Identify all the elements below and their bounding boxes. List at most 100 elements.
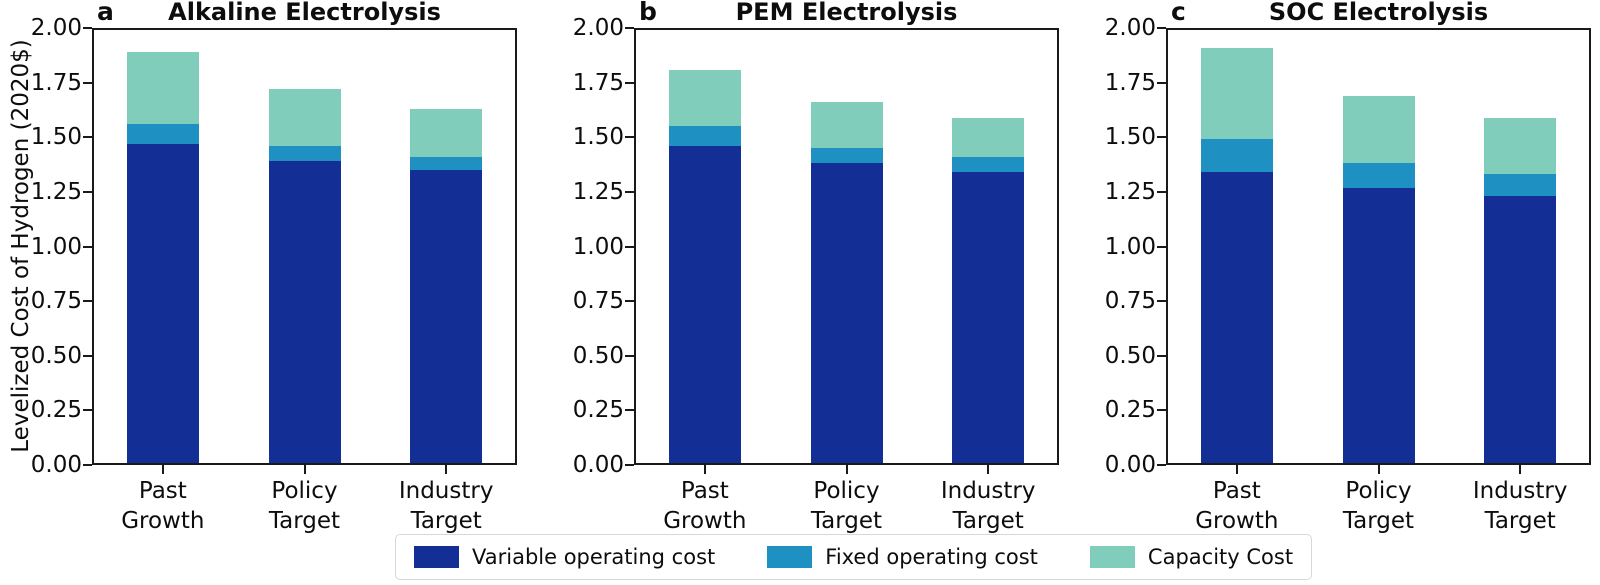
y-tick-label: 1.00 [1104, 233, 1156, 260]
bar-segment-capacity [810, 102, 883, 149]
legend-swatch-fixed [767, 546, 813, 568]
legend-label-variable: Variable operating cost [472, 545, 716, 569]
panel-letter: c [1171, 0, 1186, 26]
x-tick [1519, 465, 1522, 474]
bar-segment-capacity [952, 117, 1025, 157]
bar-segment-fixed [1484, 174, 1557, 197]
y-tick-label: 2.00 [572, 15, 624, 41]
spine-bottom [1166, 463, 1591, 465]
bar-segment-fixed [1200, 139, 1273, 173]
y-tick [1157, 136, 1166, 139]
stacked-bar [1200, 47, 1273, 465]
stacked-bar [952, 117, 1025, 465]
y-tick [83, 245, 92, 248]
y-tick [1157, 27, 1166, 29]
y-tick [1157, 354, 1166, 357]
y-tick [83, 409, 92, 412]
y-tick [625, 136, 634, 139]
legend-label-fixed: Fixed operating cost [825, 545, 1038, 569]
x-tick-label: Industry Target [398, 478, 494, 534]
stacked-bar [1342, 95, 1415, 465]
y-tick [625, 27, 634, 29]
y-tick-label: 1.75 [30, 69, 82, 96]
x-tick [1235, 465, 1238, 474]
bar-segment-capacity [410, 108, 483, 157]
spine-top [634, 28, 1059, 30]
x-tick-label: Past Growth [663, 478, 747, 534]
x-tick-label: Past Growth [121, 478, 205, 534]
x-tick [303, 465, 306, 474]
y-tick-label: 0.00 [572, 452, 624, 478]
x-tick-label: Industry Target [1472, 478, 1568, 534]
spine-top [1166, 28, 1591, 30]
plot-area [1166, 28, 1591, 465]
stacked-bar [810, 102, 883, 465]
y-tick [625, 81, 634, 84]
panel-title: PEM Electrolysis [735, 0, 958, 26]
panel-letter: a [97, 0, 114, 26]
bar-segment-fixed [126, 124, 199, 144]
y-tick-label: 1.50 [1104, 124, 1156, 151]
x-tick [987, 465, 990, 474]
spine-left [92, 28, 94, 465]
y-tick-label: 0.25 [572, 397, 624, 424]
bar-segment-variable [1200, 172, 1273, 465]
x-tick-label: Policy Target [810, 478, 883, 534]
y-tick-label: 0.00 [1104, 452, 1156, 478]
x-tick [845, 465, 848, 474]
panel-title: SOC Electrolysis [1268, 0, 1489, 26]
y-tick-label: 0.50 [1104, 342, 1156, 369]
y-tick [83, 136, 92, 139]
legend-item-capacity: Capacity Cost [1089, 545, 1293, 569]
bar-segment-fixed [810, 148, 883, 164]
plot-area [634, 28, 1059, 465]
bar-segment-variable [126, 143, 199, 465]
y-tick-label: 0.50 [572, 342, 624, 369]
spine-right [1589, 28, 1591, 465]
bar-segment-capacity [1484, 117, 1557, 175]
bar-segment-variable [810, 163, 883, 465]
x-tick [445, 465, 448, 474]
y-tick [625, 409, 634, 412]
y-tick [83, 464, 92, 466]
y-tick-label: 1.25 [1104, 178, 1156, 205]
legend-item-fixed: Fixed operating cost [767, 545, 1038, 569]
y-tick [625, 464, 634, 466]
y-tick [625, 354, 634, 357]
bar-segment-fixed [668, 126, 741, 146]
y-tick [625, 190, 634, 193]
y-tick [83, 27, 92, 29]
y-tick [1157, 409, 1166, 412]
x-tick-label: Policy Target [1342, 478, 1415, 534]
spine-bottom [634, 463, 1059, 465]
bar-segment-variable [952, 172, 1025, 465]
bar-segment-fixed [1342, 163, 1415, 188]
y-tick-label: 0.50 [30, 342, 82, 369]
plot-area [92, 28, 517, 465]
y-tick-label: 2.00 [30, 15, 82, 41]
panel-title: Alkaline Electrolysis [168, 0, 441, 26]
y-tick [625, 300, 634, 303]
x-tick-label: Policy Target [268, 478, 341, 534]
y-tick-label: 1.25 [572, 178, 624, 205]
x-tick-label: Past Growth [1195, 478, 1279, 534]
stacked-bar [268, 89, 341, 465]
y-tick [1157, 300, 1166, 303]
y-tick-label: 0.75 [30, 288, 82, 315]
stacked-bar [1484, 117, 1557, 465]
stacked-bar [126, 52, 199, 465]
bar-segment-fixed [410, 156, 483, 171]
y-tick-label: 2.00 [1104, 15, 1156, 41]
y-tick-label: 1.75 [1104, 69, 1156, 96]
bar-segment-variable [1484, 196, 1557, 465]
bar-segment-capacity [1200, 47, 1273, 140]
y-tick-label: 1.00 [572, 233, 624, 260]
bar-segment-capacity [126, 52, 199, 125]
y-tick-label: 1.25 [30, 178, 82, 205]
stacked-bar [668, 69, 741, 465]
spine-bottom [92, 463, 517, 465]
y-tick [1157, 81, 1166, 84]
legend-swatch-variable [414, 546, 459, 568]
bar-segment-fixed [952, 156, 1025, 173]
